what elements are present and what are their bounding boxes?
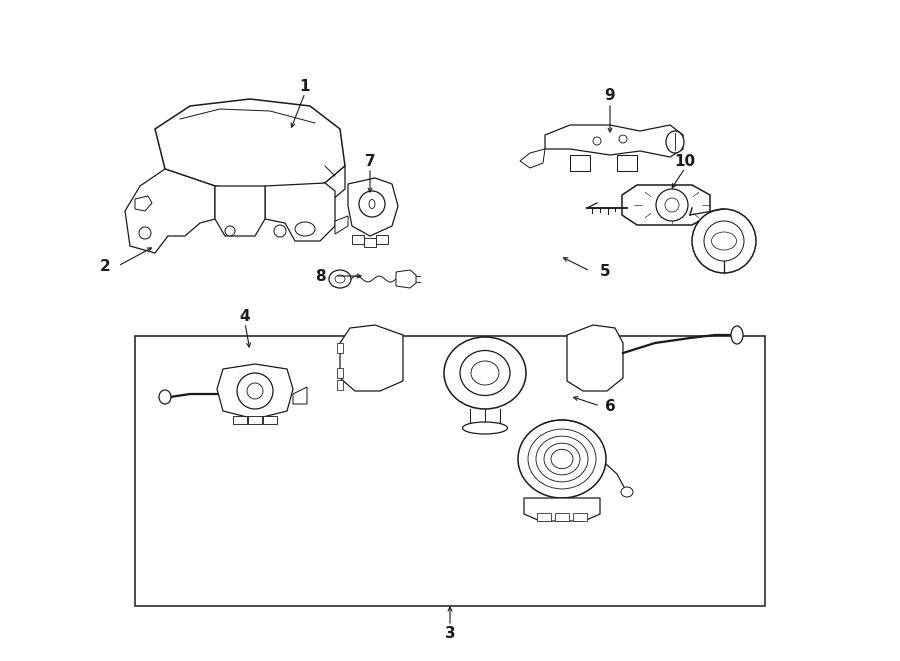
Bar xyxy=(337,343,343,353)
Polygon shape xyxy=(567,325,623,391)
Text: 5: 5 xyxy=(599,264,610,278)
Ellipse shape xyxy=(460,350,510,395)
Polygon shape xyxy=(293,387,307,404)
Text: 10: 10 xyxy=(674,153,696,169)
Circle shape xyxy=(665,198,679,212)
Ellipse shape xyxy=(159,390,171,404)
Bar xyxy=(233,416,247,424)
Text: 2: 2 xyxy=(100,258,111,274)
Ellipse shape xyxy=(444,337,526,409)
Ellipse shape xyxy=(712,232,736,250)
Text: 4: 4 xyxy=(239,309,250,323)
Ellipse shape xyxy=(335,275,345,283)
Bar xyxy=(376,235,388,244)
Circle shape xyxy=(692,209,756,273)
Polygon shape xyxy=(217,364,293,419)
Text: 8: 8 xyxy=(315,268,325,284)
Circle shape xyxy=(225,226,235,236)
Ellipse shape xyxy=(621,487,633,497)
Ellipse shape xyxy=(731,326,743,344)
Polygon shape xyxy=(325,166,345,206)
Circle shape xyxy=(704,221,744,261)
Bar xyxy=(337,380,343,390)
Polygon shape xyxy=(265,183,335,241)
Polygon shape xyxy=(617,155,637,171)
Ellipse shape xyxy=(369,200,375,208)
Ellipse shape xyxy=(518,420,606,498)
Ellipse shape xyxy=(666,131,684,153)
Bar xyxy=(263,416,277,424)
Bar xyxy=(537,513,551,521)
Ellipse shape xyxy=(463,422,508,434)
Text: 3: 3 xyxy=(445,625,455,641)
Polygon shape xyxy=(570,155,590,171)
Text: 9: 9 xyxy=(605,89,616,104)
Text: 1: 1 xyxy=(300,79,310,93)
Polygon shape xyxy=(524,498,600,521)
Polygon shape xyxy=(125,169,215,253)
Bar xyxy=(555,513,569,521)
Polygon shape xyxy=(622,185,710,225)
Polygon shape xyxy=(348,178,398,236)
Circle shape xyxy=(274,225,286,237)
Ellipse shape xyxy=(471,361,499,385)
Circle shape xyxy=(247,383,263,399)
Text: 7: 7 xyxy=(364,153,375,169)
Polygon shape xyxy=(155,99,345,193)
Polygon shape xyxy=(520,149,545,168)
Circle shape xyxy=(656,189,688,221)
Polygon shape xyxy=(335,216,348,234)
Text: 6: 6 xyxy=(605,399,616,414)
Circle shape xyxy=(619,135,627,143)
Circle shape xyxy=(139,227,151,239)
Bar xyxy=(248,416,262,424)
Circle shape xyxy=(359,191,385,217)
Bar xyxy=(364,238,376,247)
Ellipse shape xyxy=(295,222,315,236)
Bar xyxy=(352,235,364,244)
Polygon shape xyxy=(135,196,152,211)
Bar xyxy=(337,368,343,378)
Bar xyxy=(135,336,765,606)
Bar xyxy=(573,513,587,521)
Polygon shape xyxy=(215,186,265,236)
Circle shape xyxy=(593,137,601,145)
Polygon shape xyxy=(545,125,683,157)
Ellipse shape xyxy=(329,270,351,288)
Polygon shape xyxy=(396,270,416,288)
Polygon shape xyxy=(340,325,403,391)
Circle shape xyxy=(237,373,273,409)
